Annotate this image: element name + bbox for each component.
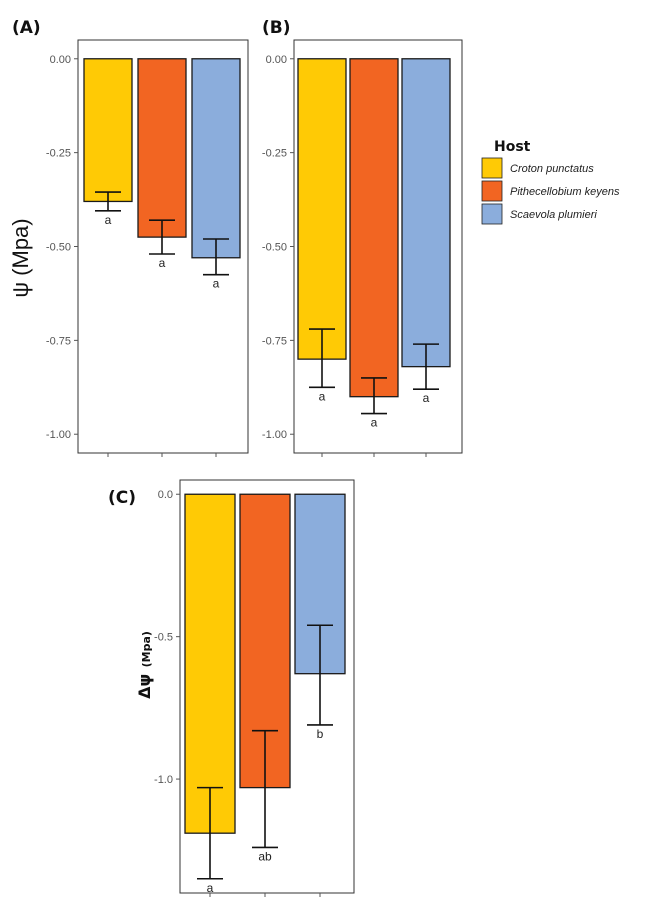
panel-c-y-tick-label: -1.0 [154,774,173,786]
panel-c-y-axis-symbol: Δψ [135,674,154,699]
legend-item-pithecellobium: Pithecellobium keyens [481,180,620,202]
legend-swatch-pithecellobium [481,180,503,202]
panel-a-group-label-croton: a [105,213,112,227]
panel-a-bar-croton [83,58,133,203]
panel-b-bar-scaevola [401,58,451,368]
panel-c-group-label-pithecellobium: ab [258,849,272,863]
panel-c-group-label-croton: a [207,881,214,895]
panel-c-group-label-scaevola: b [317,727,324,741]
panel-c-label: (C) [108,488,136,508]
panel-a-y-axis: 0.00 -0.25 -0.50 -0.75 -1.00 [46,54,217,457]
panel-a-group-label-scaevola: a [213,277,220,291]
panel-b: (B) 0.00 -0.25 -0.50 -0.75 -1.00 a a a [262,18,463,457]
panel-a-y-tick-label: -1.00 [46,429,71,441]
panel-a-y-tick-label: -0.50 [46,242,71,254]
legend-item-croton: Croton punctatus [481,157,594,179]
legend-swatch-croton [481,157,503,179]
panel-b-y-tick-label: 0.00 [266,54,287,66]
panel-b-label: (B) [262,18,291,38]
panel-a-y-tick-label: 0.00 [50,54,71,66]
panel-a-y-axis-title: ψ (Mpa) [8,218,33,297]
panel-a-bar-scaevola [191,58,241,259]
panel-a-bars: a a a [83,58,241,291]
panel-c-y-axis-unit: (Mpa) [140,631,153,667]
panel-a-y-tick-label: -0.75 [46,335,71,347]
panel-b-y-tick-label: -0.75 [262,335,287,347]
panel-b-group-label-scaevola: a [423,391,430,405]
legend-label-scaevola: Scaevola plumieri [510,209,597,221]
panel-c-y-tick-label: -0.5 [154,632,173,644]
panel-c-y-axis-title: Δψ (Mpa) [135,631,154,699]
panel-b-y-tick-label: -0.25 [262,148,287,160]
panel-a: (A) ψ (Mpa) 0.00 -0.25 -0.50 -0.75 -1.00 a a a [8,18,249,457]
panel-b-y-tick-label: -0.50 [262,242,287,254]
legend-item-scaevola: Scaevola plumieri [481,203,597,225]
panel-b-group-label-pithecellobium: a [371,416,378,430]
panel-a-group-label-pithecellobium: a [159,256,166,270]
panel-b-bar-pithecellobium [349,58,399,398]
panel-c-y-axis: 0.0 -0.5 -1.0 [154,489,321,897]
panel-c-bars: a ab b [184,493,346,895]
panel-c-bar-croton [184,493,236,834]
panel-b-group-label-croton: a [319,389,326,403]
panel-c: (C) Δψ (Mpa) 0.0 -0.5 -1.0 a ab b [108,479,355,897]
panel-a-y-tick-label: -0.25 [46,148,71,160]
legend-title: Host [494,139,531,155]
panel-b-bar-croton [297,58,347,360]
panel-a-label: (A) [12,18,41,38]
legend-swatch-scaevola [481,203,503,225]
panel-b-bars: a a a [297,58,451,430]
legend: Host Croton punctatus Pithecellobium key… [481,139,620,225]
legend-label-croton: Croton punctatus [510,163,594,175]
panel-b-y-tick-label: -1.00 [262,429,287,441]
panel-b-y-axis: 0.00 -0.25 -0.50 -0.75 -1.00 [262,54,427,457]
legend-label-pithecellobium: Pithecellobium keyens [510,186,620,198]
panel-c-y-tick-label: 0.0 [158,489,173,501]
panel-a-bar-pithecellobium [137,58,187,238]
